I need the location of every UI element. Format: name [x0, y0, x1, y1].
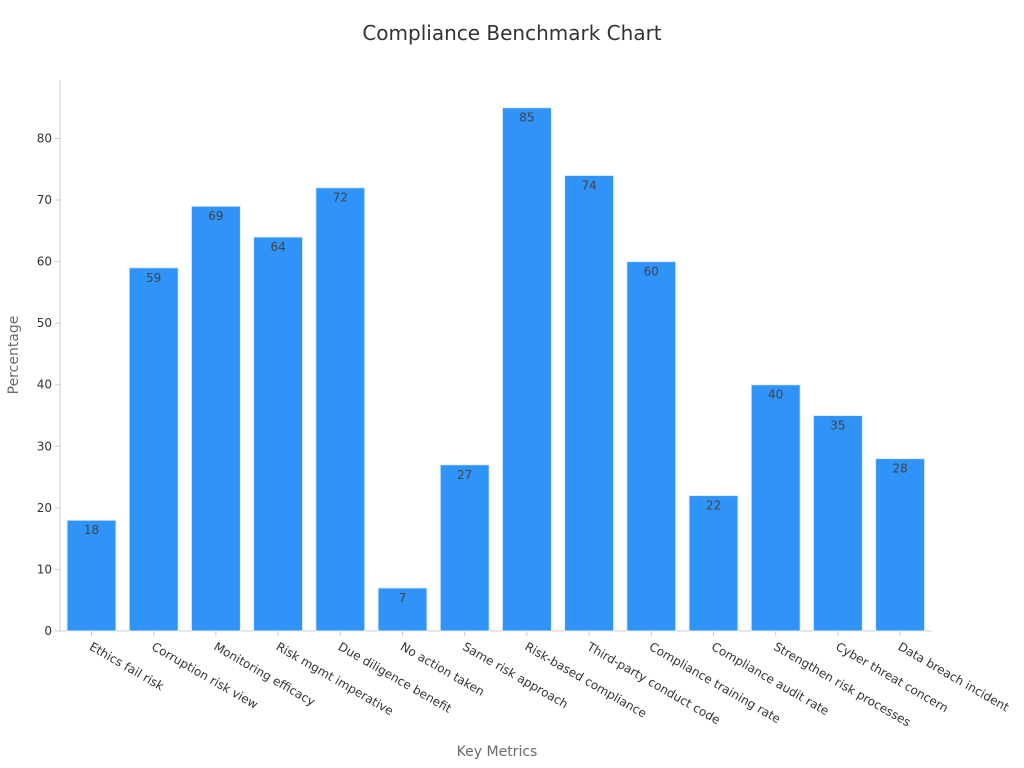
bar [688, 495, 739, 632]
bar-value-label: 74 [581, 178, 596, 192]
bar-value-label: 7 [399, 591, 407, 605]
bar [626, 261, 677, 632]
bar [812, 415, 863, 632]
bar [501, 107, 552, 632]
bar-value-label: 35 [830, 419, 845, 433]
bar-value-label: 64 [270, 240, 285, 254]
y-tick-label: 60 [37, 255, 52, 269]
bar [253, 236, 304, 632]
bar-value-label: 28 [892, 462, 907, 476]
y-tick-label: 70 [37, 193, 52, 207]
bar-value-label: 85 [519, 111, 534, 125]
y-tick-label: 40 [37, 378, 52, 392]
x-tick-label: Corruption risk view [149, 639, 260, 711]
bars-group [66, 107, 926, 632]
bar-value-label: 22 [706, 499, 721, 513]
x-axis [60, 630, 932, 636]
bar [439, 464, 490, 632]
bar-value-label: 59 [146, 271, 161, 285]
bar [128, 267, 179, 632]
y-tick-label: 20 [37, 501, 52, 515]
bar [377, 587, 428, 632]
x-tick-label: Monitoring efficacy [211, 639, 317, 708]
bar [66, 519, 117, 632]
bar [750, 384, 801, 632]
y-tick-label: 30 [37, 439, 52, 453]
bar [315, 187, 366, 632]
bar-labels-group: 18 59 69 64 72 7 27 85 74 60 22 40 35 28 [84, 111, 908, 605]
y-tick-label: 50 [37, 316, 52, 330]
y-tick-label: 10 [37, 562, 52, 576]
bar-value-label: 18 [84, 523, 99, 537]
y-axis-title: Percentage [6, 316, 22, 395]
x-axis-title: Key Metrics [457, 744, 538, 760]
bar-value-label: 27 [457, 468, 472, 482]
x-tick-label: Risk mgmt imperative [274, 639, 396, 718]
bar-value-label: 60 [644, 265, 659, 279]
bar [190, 205, 241, 632]
bar-value-label: 69 [208, 209, 223, 223]
bar-value-label: 72 [333, 191, 348, 205]
x-tick-label: Data breach incident [896, 639, 1012, 714]
x-tick-label: Cyber threat concern [833, 639, 950, 715]
chart-title: Compliance Benchmark Chart [362, 21, 661, 45]
y-axis: 0 10 20 30 40 50 60 70 80 [37, 80, 61, 638]
bar [564, 174, 615, 632]
bar [875, 458, 926, 632]
x-tick-label: Same risk approach [460, 639, 570, 711]
bar-value-label: 40 [768, 388, 783, 402]
y-tick-label: 80 [37, 131, 52, 145]
y-tick-label: 0 [44, 624, 52, 638]
